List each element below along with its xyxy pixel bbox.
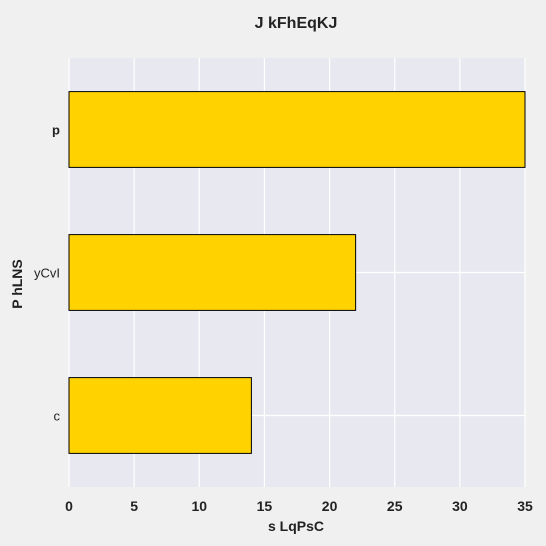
bars: [68, 91, 526, 454]
x-tick-label: 15: [257, 498, 273, 514]
y-axis-label: P hLNS: [9, 259, 25, 309]
x-tick-label: 0: [65, 498, 73, 514]
x-tick-label: 35: [517, 498, 533, 514]
x-axis-ticks: 0 5 10 15 20 25 30 35: [65, 498, 533, 514]
bar-yCvI: [68, 234, 357, 311]
y-axis-ticks: p yCvI c: [34, 123, 61, 424]
bar-c: [68, 377, 252, 454]
x-tick-label: 30: [452, 498, 468, 514]
bar-p: [68, 91, 526, 168]
y-tick-label: p: [52, 123, 60, 138]
x-axis-label: s LqPsC: [268, 518, 324, 534]
chart-title: J kFhEqKJ: [255, 15, 338, 32]
y-tick-label: yCvI: [34, 266, 60, 281]
x-tick-label: 25: [387, 498, 403, 514]
y-tick-label: c: [54, 409, 61, 424]
x-tick-label: 10: [191, 498, 207, 514]
x-tick-label: 5: [130, 498, 138, 514]
x-tick-label: 20: [322, 498, 338, 514]
